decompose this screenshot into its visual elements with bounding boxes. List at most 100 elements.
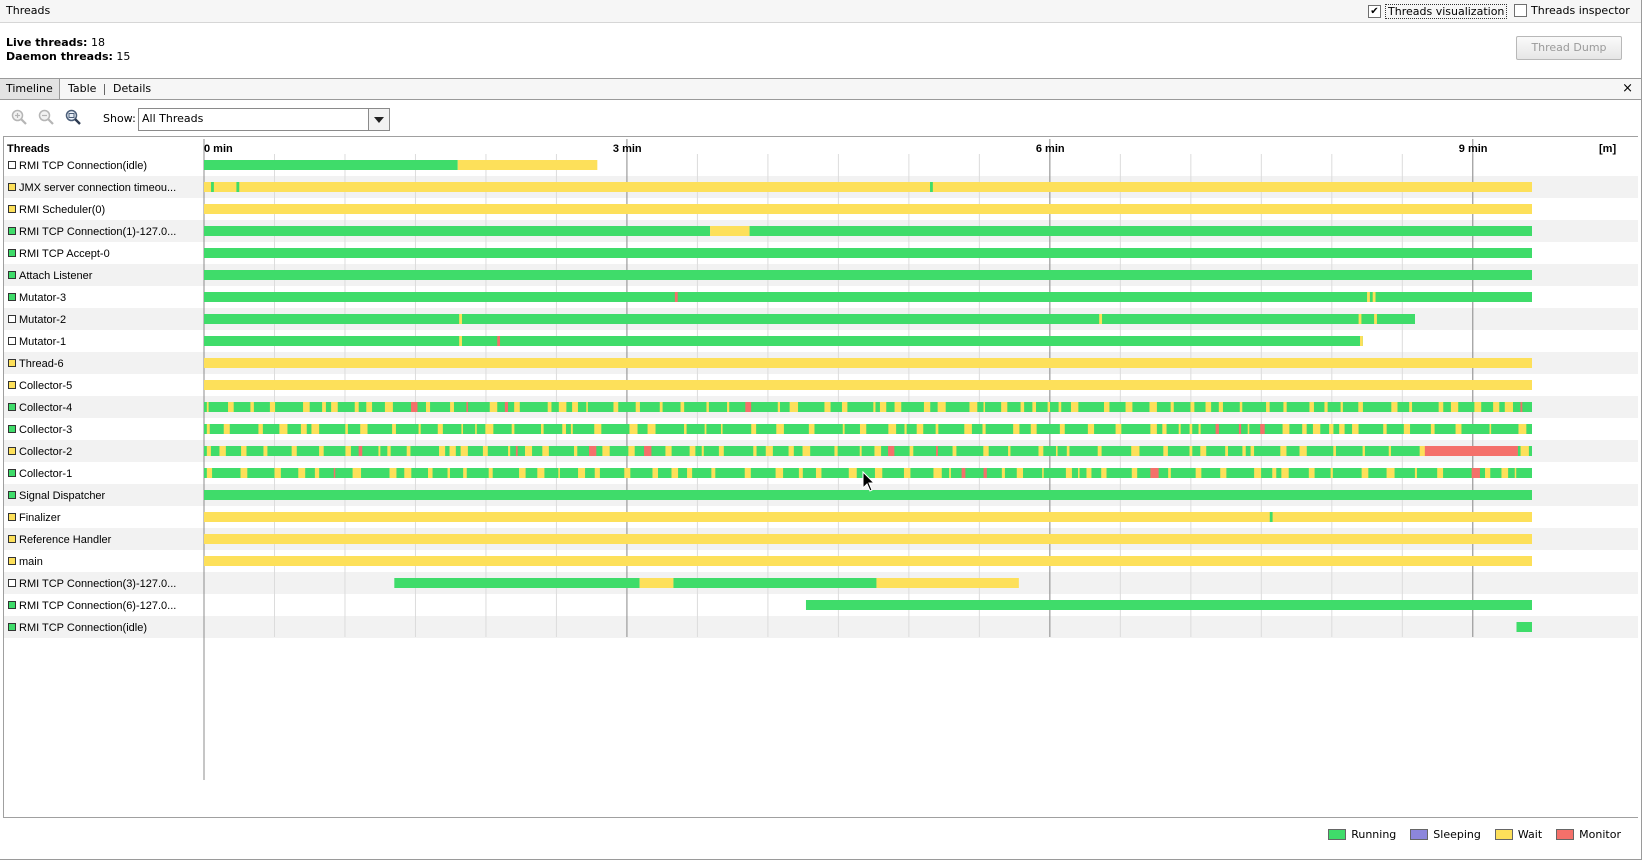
thread-state-segment (322, 402, 326, 412)
thread-state-segment (1361, 468, 1369, 478)
thread-name[interactable]: Collector-1 (19, 468, 72, 480)
thread-state-segment (204, 402, 1532, 412)
tab-timeline[interactable]: Timeline (0, 79, 60, 99)
timeline-chart[interactable]: 0 min 3 min 6 min 9 min RMI TCP Connection(… (4, 137, 1638, 817)
zoom-in-icon[interactable] (10, 108, 28, 126)
zoom-fit-icon[interactable] (64, 108, 82, 126)
thread-state-icon (8, 491, 16, 499)
thread-state-segment (1309, 402, 1314, 412)
thread-name[interactable]: RMI TCP Connection(6)-127.0... (19, 600, 176, 612)
thread-state-segment (457, 160, 598, 170)
thread-state-segment (573, 446, 578, 456)
thread-state-segment (1178, 424, 1181, 434)
thread-name[interactable]: Collector-3 (19, 424, 72, 436)
thread-state-segment (647, 424, 656, 434)
thread-state-segment (1308, 468, 1315, 478)
thread-name[interactable]: Reference Handler (19, 534, 112, 546)
thread-state-segment (1131, 468, 1138, 478)
tab-details[interactable]: Details (113, 82, 152, 95)
thread-state-segment (204, 446, 1532, 456)
thread-state-segment (874, 446, 882, 456)
thread-name[interactable]: RMI TCP Connection(1)-127.0... (19, 226, 176, 238)
thread-state-icon (8, 601, 16, 609)
thread-state-segment (949, 468, 951, 478)
thread-state-segment (447, 468, 450, 478)
chevron-down-icon[interactable] (368, 109, 389, 130)
thread-state-segment (635, 402, 640, 412)
threads-inspector-label: Threads inspector (1531, 4, 1630, 17)
thread-state-segment (1001, 402, 1008, 412)
thread-name[interactable]: Finalizer (19, 512, 61, 524)
thread-name[interactable]: Thread-6 (19, 358, 64, 370)
thread-name[interactable]: Mutator-2 (19, 314, 66, 326)
thread-state-segment (964, 424, 972, 434)
thread-state-segment (687, 468, 693, 478)
sleeping-swatch (1410, 829, 1429, 840)
close-icon[interactable]: × (1622, 81, 1633, 96)
thread-name[interactable]: Signal Dispatcher (19, 490, 106, 502)
thread-state-segment (1260, 424, 1265, 434)
thread-name[interactable]: RMI Scheduler(0) (19, 204, 105, 216)
thread-state-icon (8, 535, 16, 543)
state-legend: Running Sleeping Wait Monitor (1328, 828, 1621, 841)
thread-state-segment (684, 424, 687, 434)
thread-state-segment (460, 446, 468, 456)
thread-state-segment (1330, 468, 1333, 478)
thread-state-segment (644, 446, 652, 456)
time-tick-label: 6 min (1036, 143, 1065, 155)
thread-state-segment (1438, 402, 1444, 412)
thread-name[interactable]: Collector-5 (19, 380, 72, 392)
thread-state-segment (570, 424, 573, 434)
thread-state-segment (1059, 424, 1065, 434)
thread-name[interactable]: Collector-4 (19, 402, 72, 414)
thread-state-segment (206, 402, 209, 412)
thread-state-segment (727, 402, 730, 412)
legend-wait: Wait (1494, 828, 1542, 841)
tab-table[interactable]: Table (68, 82, 97, 95)
thread-state-segment (497, 336, 501, 346)
thread-state-segment (874, 468, 883, 478)
check-icon: ✔ (1368, 5, 1381, 18)
thread-name[interactable]: RMI TCP Connection(idle) (19, 622, 147, 634)
threads-inspector-checkbox[interactable]: Threads inspector (1514, 4, 1630, 17)
thread-state-segment (358, 446, 363, 456)
thread-name[interactable]: RMI TCP Connection(idle) (19, 160, 147, 172)
thread-name[interactable]: Mutator-1 (19, 336, 66, 348)
thread-state-icon (8, 227, 16, 235)
thread-name[interactable]: RMI TCP Connection(3)-127.0... (19, 578, 176, 590)
thread-state-segment (674, 292, 678, 302)
thread-state-segment (873, 402, 876, 412)
thread-name[interactable]: JMX server connection timeou... (19, 182, 176, 194)
thread-state-segment (1038, 446, 1044, 456)
zoom-out-icon[interactable] (37, 108, 55, 126)
thread-state-segment (1254, 468, 1262, 478)
thread-state-segment (578, 468, 586, 478)
thread-state-segment (776, 424, 784, 434)
thread-state-segment (250, 402, 254, 412)
thread-state-segment (345, 424, 348, 434)
thread-state-segment (303, 402, 310, 412)
thread-state-segment (204, 182, 1532, 192)
thread-state-icon (8, 403, 16, 411)
thread-state-segment (808, 424, 815, 434)
thread-state-segment (1013, 424, 1020, 434)
thread-name[interactable]: RMI TCP Accept-0 (19, 248, 110, 260)
thread-state-segment (352, 468, 362, 478)
thread-state-segment (1200, 446, 1207, 456)
monitor-swatch (1556, 829, 1575, 840)
thread-name[interactable]: main (19, 556, 43, 568)
thread-state-segment (659, 402, 663, 412)
thread-state-segment (1272, 468, 1277, 478)
thread-dump-button[interactable]: Thread Dump (1516, 36, 1622, 60)
show-threads-select[interactable]: All Threads (138, 108, 390, 131)
thread-name[interactable]: Mutator-3 (19, 292, 66, 304)
thread-name[interactable]: Attach Listener (19, 270, 93, 282)
thread-name[interactable]: Collector-2 (19, 446, 72, 458)
thread-state-segment (459, 314, 462, 324)
thread-state-segment (204, 556, 1532, 566)
threads-visualization-checkbox[interactable]: ✔ Threads visualization (1368, 4, 1508, 19)
thread-state-segment (1455, 424, 1462, 434)
thread-state-segment (345, 446, 351, 456)
legend-monitor: Monitor (1556, 828, 1621, 841)
thread-state-segment (418, 424, 421, 434)
